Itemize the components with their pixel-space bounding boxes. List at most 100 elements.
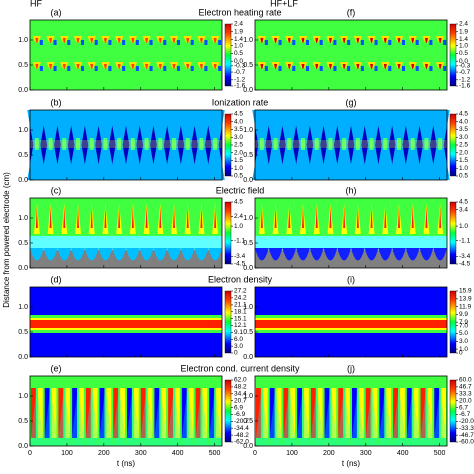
heatmap-region [35,206,38,228]
heatmap-region [185,138,190,150]
heatmap-region [324,388,330,438]
heatmap-region [140,388,146,438]
heatmap-region [85,388,91,438]
colorbar-tick-label: -1.1 [234,237,246,244]
colorbar-tick-label: 0.0 [234,58,243,65]
heatmap-region [427,388,433,438]
colorbar [224,379,232,443]
heatmap-region [351,386,365,446]
plot-frame [29,197,223,269]
heatmap-region [287,64,291,69]
colorbar-tick-label: -6.9 [234,411,246,418]
heatmap-region [429,40,433,45]
heatmap-region [388,40,392,45]
colorbar-tick-label: 0 [459,350,463,357]
heatmap-region [177,40,180,45]
heatmap-region [292,40,296,45]
colorbar-tick-label: 6.9 [234,404,243,411]
heatmap-region [347,66,351,71]
heatmap-region [53,66,57,71]
heatmap-region [374,40,378,45]
colorbar-tick-label: 0.5 [234,50,243,57]
heatmap-region [199,138,204,150]
colorbar-tick-label: 3.0 [459,338,468,345]
heatmap-region [434,388,440,438]
colorbar-tick-label: 0.0 [459,58,468,65]
colorbar-tick-label: 46.7 [459,384,472,391]
heatmap-region [126,248,140,261]
heatmap-region [397,138,401,150]
heatmap-region [103,38,107,43]
panel [29,19,223,91]
y-tick-label: 1.0 [18,127,28,134]
panel-title: Electric field [216,185,265,195]
heatmap-region [49,206,52,228]
heatmap-region [216,388,221,438]
heatmap-region [329,206,332,228]
heatmap-region [260,206,263,228]
heatmap-region [347,40,351,45]
heatmap-region [383,38,387,43]
y-tick-label: 0.5 [18,329,28,336]
colorbar-tick-label: 1.4 [459,36,468,43]
heatmap-region [172,38,176,43]
heatmap-region [406,388,412,438]
plot-frame [29,109,223,181]
colorbar-tick-label: 0.5 [459,50,468,57]
heatmap-region [53,40,57,45]
heatmap-region [84,248,99,261]
heatmap-region [413,388,419,438]
heatmap-region [30,20,222,90]
panel [252,109,450,181]
heatmap-region [209,388,215,438]
colorbar-tick-label: 4.0 [459,118,468,125]
heatmap-region [98,248,113,261]
heatmap-region [103,64,107,69]
panel-label: (i) [347,274,355,284]
heatmap-region [180,248,195,261]
heatmap-region [145,206,148,228]
colorbar-tick-label: 3.0 [234,343,243,350]
colorbar-tick-label: 2.4 [234,213,243,220]
panel-title: Electron density [208,274,273,284]
heatmap-region [106,388,112,438]
heatmap-region [90,206,93,228]
colorbar-tick-label: -1.6 [459,83,471,90]
x-tick-label: 100 [61,450,73,457]
heatmap-region [287,38,291,43]
heatmap-region [72,388,77,438]
colorbar-tick-label: -4.5 [234,261,246,268]
y-tick-label: 1.0 [243,127,253,134]
heatmap-region [438,38,442,43]
colorbar-tick-label: 11.9 [459,303,472,310]
heatmap-region [400,388,405,438]
heatmap-region [255,236,447,250]
panel-title: Electron cond. current density [180,363,300,373]
x-axis-label: t (ns) [342,459,361,468]
heatmap-region [150,110,170,165]
x-tick-label: 500 [209,450,221,457]
y-axis-label: Distance from powered electrode (cm) [2,172,11,308]
heatmap-region [315,38,319,43]
heatmap-region [76,38,80,43]
heatmap-region [328,138,333,150]
heatmap-region [260,38,264,43]
heatmap-region [205,110,225,165]
colorbar-tick-label: -0.3 [234,63,246,70]
heatmap-region [328,38,332,43]
heatmap-region [153,386,168,446]
heatmap-region [188,388,194,438]
colorbar-tick-label: -62.0 [234,439,249,446]
heatmap-region [51,388,57,438]
heatmap-region [419,386,434,446]
panel-label: (c) [51,185,62,195]
heatmap-region [334,110,354,165]
y-tick-label: 0.5 [18,418,28,425]
heatmap-region [158,38,162,43]
colorbar [449,290,457,354]
heatmap-region [90,64,94,69]
heatmap-region [438,64,442,69]
heatmap-region [89,138,94,150]
heatmap-region [424,138,429,150]
heatmap-region [315,206,318,228]
